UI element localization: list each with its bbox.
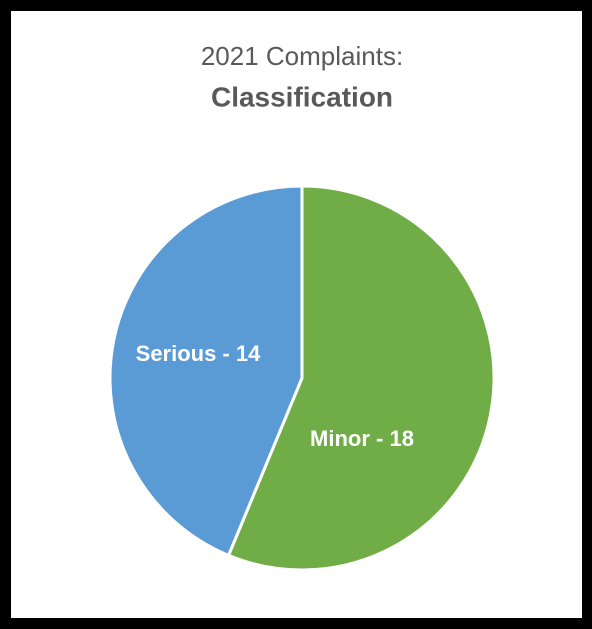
chart-subtitle: Classification (211, 81, 393, 112)
data-label: Serious - 14 (136, 341, 261, 366)
pie-slice (226, 184, 496, 572)
data-label: Minor - 18 (310, 426, 414, 451)
pie-slice (108, 184, 304, 558)
chart-title: 2021 Complaints: (201, 41, 403, 71)
